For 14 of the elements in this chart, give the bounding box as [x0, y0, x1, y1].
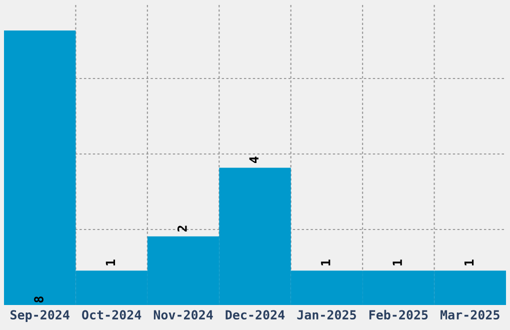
x-tick-label: Oct-2024: [82, 310, 142, 320]
x-tick-label: Sep-2024: [10, 310, 70, 322]
data-label: 2: [177, 226, 187, 232]
x-tick-label: Dec-2024: [226, 310, 285, 320]
x-tick-label: Feb-2025: [369, 310, 428, 320]
data-label: 1: [392, 260, 402, 266]
data-label: 8: [34, 296, 44, 302]
x-tick-label: Mar-2025: [440, 310, 500, 320]
data-label: 1: [321, 260, 330, 266]
x-tick-label: Nov-2024: [154, 310, 213, 320]
data-label: 1: [106, 260, 116, 266]
data-label: 1: [464, 260, 474, 266]
data-label: 4: [249, 156, 258, 163]
x-tick-label: Jan-2025: [297, 310, 356, 320]
